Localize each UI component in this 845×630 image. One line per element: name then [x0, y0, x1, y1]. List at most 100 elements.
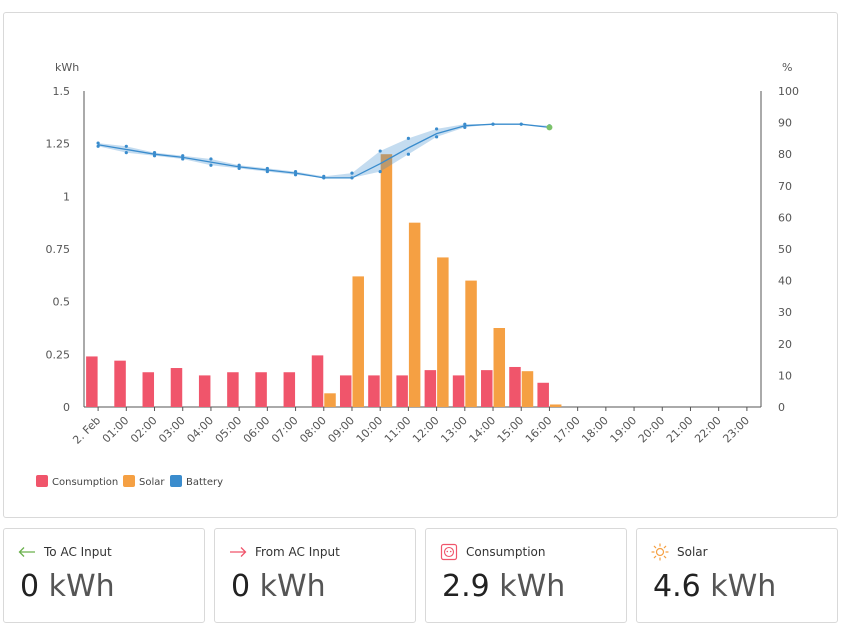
- right-tick-label: 30: [778, 306, 792, 319]
- battery-min-point: [463, 125, 467, 129]
- battery-max-point: [378, 149, 382, 153]
- x-tick-label: 14:00: [467, 414, 499, 446]
- x-tick-label: 19:00: [608, 414, 640, 446]
- stat-label: From AC Input: [255, 545, 340, 559]
- battery-min-point: [293, 173, 298, 177]
- stat-unit: kWh: [499, 569, 566, 604]
- right-tick-label: 0: [778, 401, 785, 414]
- stat-unit: kWh: [710, 569, 777, 604]
- consumption-bar: [509, 366, 521, 407]
- legend-swatch: [36, 475, 48, 487]
- legend-label: Battery: [186, 477, 223, 488]
- battery-min-point: [96, 144, 100, 148]
- consumption-bar: [481, 370, 493, 407]
- x-tick-label: 12:00: [410, 414, 442, 446]
- x-tick-label: 21:00: [664, 414, 696, 446]
- legend-label: Solar: [139, 477, 165, 488]
- right-tick-label: 40: [778, 275, 792, 288]
- battery-min-point: [124, 151, 128, 155]
- solar-bar: [493, 328, 506, 407]
- right-axis-title: %: [782, 61, 792, 74]
- left-axis-title: kWh: [55, 61, 79, 74]
- solar-bar: [352, 276, 364, 407]
- arrow-left-icon: [18, 543, 36, 561]
- solar-bar: [380, 154, 393, 407]
- stat-value: 0: [231, 569, 251, 604]
- x-tick-label: 07:00: [269, 414, 301, 446]
- battery-min-point: [406, 152, 410, 156]
- battery-max-point: [96, 141, 100, 145]
- right-tick-label: 80: [778, 148, 792, 161]
- battery-max-point: [435, 127, 439, 131]
- arrow-right-icon: [229, 543, 247, 561]
- solar-bar: [465, 280, 477, 407]
- solar-bar: [408, 222, 421, 407]
- right-tick-label: 100: [778, 85, 799, 98]
- left-tick-label: 1.5: [53, 85, 71, 98]
- stat-unit: kWh: [259, 569, 326, 604]
- battery-max-point: [406, 136, 410, 140]
- x-tick-label: 13:00: [438, 414, 470, 446]
- stat-card-to-ac-input: To AC Input 0 kWh: [3, 528, 205, 623]
- x-tick-label: 16:00: [523, 414, 555, 446]
- consumption-bar: [170, 368, 183, 407]
- battery-range-band: [98, 124, 550, 178]
- consumption-bar: [86, 356, 98, 407]
- energy-chart-card: kWh% 0 0.25 0.5 0.75 1 1.25 1.5 0 10 20 30 40 50 60 70 8…: [3, 12, 838, 518]
- battery-max-point: [152, 151, 157, 155]
- stat-value: 4.6: [653, 569, 701, 604]
- battery-max-point: [463, 122, 467, 126]
- battery-min-point: [181, 157, 185, 161]
- solar-bar: [549, 404, 562, 407]
- x-tick-label: 09:00: [325, 414, 357, 446]
- consumption-bar: [142, 372, 155, 407]
- legend-swatch: [170, 475, 182, 487]
- battery-max-point: [491, 122, 495, 126]
- battery-max-point: [293, 169, 298, 174]
- battery-max-point: [350, 171, 354, 175]
- battery-line: [97, 123, 550, 179]
- right-tick-label: 20: [778, 338, 792, 351]
- consumption-bar: [396, 375, 408, 407]
- x-tick-label: 06:00: [241, 414, 273, 446]
- x-tick-label: 05:00: [213, 414, 245, 446]
- right-tick-label: 60: [778, 211, 792, 224]
- battery-min-point: [350, 176, 354, 180]
- stat-unit: kWh: [48, 569, 115, 604]
- consumption-bar: [114, 360, 126, 407]
- battery-min-point: [378, 169, 382, 174]
- left-tick-label: 0.5: [53, 296, 71, 309]
- consumption-bar: [537, 382, 549, 407]
- x-tick-label: 23:00: [720, 414, 752, 446]
- left-tick-label: 1.25: [46, 138, 71, 151]
- battery-min-point: [209, 163, 213, 167]
- left-tick-label: 0.25: [46, 348, 71, 361]
- x-tick-label: 17:00: [551, 414, 583, 446]
- x-tick-label: 18:00: [579, 414, 611, 446]
- consumption-bar: [198, 375, 211, 407]
- x-tick-label: 15:00: [495, 414, 527, 446]
- left-tick-label: 1: [63, 190, 70, 203]
- left-tick-label: 0.75: [46, 243, 71, 256]
- stat-label: Consumption: [466, 545, 546, 559]
- battery-max-point: [265, 166, 269, 171]
- battery-max-point: [519, 122, 523, 126]
- solar-bar: [324, 393, 336, 407]
- sun-icon: [651, 543, 669, 561]
- consumption-bar: [452, 375, 465, 407]
- battery-max-point: [209, 157, 213, 161]
- battery-min-point: [237, 166, 241, 171]
- consumption-bar: [283, 372, 296, 407]
- consumption-bar: [311, 355, 324, 407]
- right-tick-label: 10: [778, 369, 792, 382]
- consumption-bar: [368, 375, 380, 407]
- battery-min-point: [152, 154, 157, 158]
- x-tick-label: 08:00: [297, 414, 329, 446]
- x-tick-label: 2. Feb: [70, 414, 103, 447]
- x-tick-label: 04:00: [184, 414, 216, 446]
- right-tick-label: 50: [778, 243, 792, 256]
- left-tick-label: 0: [63, 401, 70, 414]
- solar-bar: [521, 371, 534, 407]
- x-tick-label: 22:00: [692, 414, 724, 446]
- x-tick-label: 11:00: [382, 414, 414, 446]
